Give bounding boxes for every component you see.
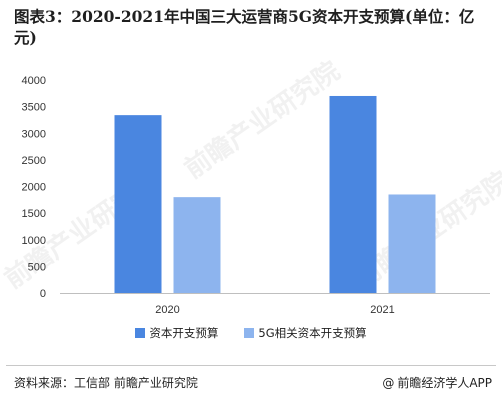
- y-tick-label: 3000: [22, 128, 46, 140]
- legend-label: 5G相关资本开支预算: [258, 326, 367, 340]
- at-icon: @: [382, 375, 395, 390]
- y-tick-label: 4000: [22, 75, 46, 87]
- source-note: 资料来源：工信部 前瞻产业研究院: [14, 376, 198, 390]
- bar: [114, 115, 162, 294]
- y-tick-label: 2500: [22, 155, 46, 167]
- chart-legend: 资本开支预算 5G相关资本开支预算: [0, 325, 502, 341]
- y-tick-label: 3500: [22, 102, 46, 114]
- bar: [173, 197, 221, 293]
- legend-label: 资本开支预算: [149, 326, 219, 340]
- bar: [388, 194, 436, 293]
- legend-item: 5G相关资本开支预算: [244, 325, 367, 341]
- y-tick-label: 1000: [22, 235, 46, 247]
- y-tick-label: 1500: [22, 208, 46, 220]
- footer-divider: [6, 365, 496, 366]
- legend-item: 资本开支预算: [135, 325, 218, 341]
- y-tick-label: 2000: [22, 182, 46, 194]
- legend-swatch: [244, 328, 255, 338]
- legend-swatch: [135, 328, 146, 338]
- chart-title: 图表3：2020-2021年中国三大运营商5G资本开支预算(单位：亿元): [14, 7, 475, 47]
- brand-credit: @ 前瞻经济学人APP: [382, 374, 492, 391]
- x-tick-label: 2020: [155, 304, 179, 316]
- bar: [329, 95, 377, 293]
- x-tick-label: 2021: [370, 304, 394, 316]
- y-tick-label: 500: [28, 261, 46, 273]
- y-tick-label: 0: [40, 288, 46, 300]
- brand-name: 前瞻经济学人APP: [397, 376, 492, 390]
